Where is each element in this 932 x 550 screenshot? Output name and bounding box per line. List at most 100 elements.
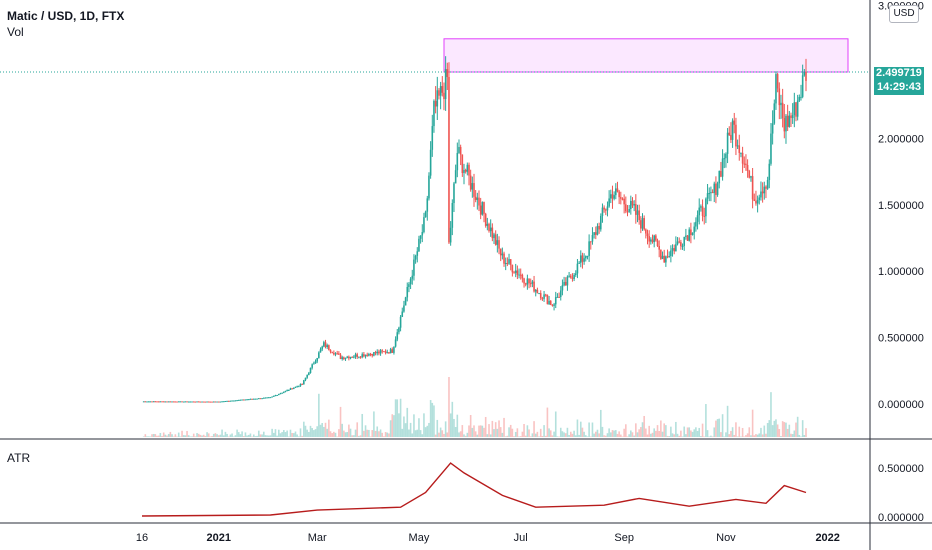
volume-bar [554, 411, 557, 437]
candle-body [454, 170, 457, 184]
candle-body [288, 389, 290, 391]
volume-bar [484, 416, 487, 437]
resistance-zone[interactable] [443, 38, 849, 73]
candle-body [164, 401, 167, 403]
volume-bar [569, 431, 572, 437]
volume-bar [758, 433, 761, 437]
volume-bar [711, 436, 714, 437]
volume-bar [413, 414, 415, 437]
volume-bar [149, 436, 152, 437]
volume-bar [171, 434, 173, 437]
candle-body [338, 353, 340, 355]
candle-body [501, 253, 504, 256]
candle-body [599, 215, 602, 230]
candle-body [493, 234, 495, 239]
volume-bar [451, 401, 454, 437]
volume-bar [202, 434, 205, 437]
candle-body [483, 202, 485, 214]
volume-bar [378, 431, 380, 437]
volume-bar [693, 429, 696, 437]
candle-body [773, 103, 776, 124]
candle-body [189, 401, 192, 403]
candle-body [504, 263, 507, 265]
volume-bar [204, 435, 207, 437]
volume-bar [710, 435, 712, 437]
volume-bar [656, 425, 659, 437]
volume-bar [726, 405, 729, 437]
volume-bar [594, 431, 597, 437]
volume-bars [142, 377, 807, 437]
candle-body [381, 350, 384, 352]
candle-body [526, 278, 529, 285]
candle-body [456, 152, 459, 171]
volume-bar [489, 434, 492, 437]
volume-bar [197, 433, 200, 437]
volume-bar [256, 435, 258, 437]
volume-bar [790, 433, 792, 437]
candle-body [207, 401, 210, 403]
candle-body [678, 241, 681, 243]
volume-bar [214, 433, 217, 437]
candle-body [167, 401, 170, 403]
candle-body [364, 354, 367, 357]
price-tick-label: 0.500000 [878, 333, 924, 345]
candle-body [730, 134, 732, 140]
volume-bar [516, 428, 519, 437]
candle-body [761, 191, 764, 194]
candle-body [311, 364, 313, 368]
candle-body [303, 380, 305, 385]
candle-body [523, 278, 525, 284]
candle-body [748, 170, 751, 178]
candle-body [686, 235, 689, 241]
candle-body [319, 349, 322, 353]
candle-body [768, 163, 771, 181]
currency-button[interactable]: USD [889, 5, 919, 23]
volume-bar [274, 429, 277, 437]
candle-body [448, 77, 450, 243]
volume-bar [426, 425, 429, 437]
volume-bar [424, 427, 427, 437]
volume-bar [368, 429, 370, 437]
volume-bar [371, 430, 374, 437]
candle-body [348, 356, 350, 359]
candle-body [666, 256, 669, 258]
volume-bar [338, 429, 340, 437]
volume-bar [192, 433, 195, 437]
atr-tick-label: 0.500000 [878, 463, 924, 475]
candle-body [621, 198, 624, 200]
candle-body [646, 233, 649, 237]
time-tick-label: 2022 [815, 532, 839, 544]
volume-bar [750, 435, 752, 437]
time-axis[interactable]: 16 2021 Mar May Jul Sep Nov 2022 [136, 532, 840, 544]
candle-body [149, 401, 152, 403]
time-tick-label: Jul [514, 532, 528, 544]
candle-body [461, 154, 464, 174]
volume-bar [281, 432, 283, 437]
volume-bar [735, 422, 737, 437]
volume-bar [586, 436, 589, 437]
volume-bar [743, 436, 746, 437]
candle-body [466, 164, 469, 172]
volume-bar [217, 435, 220, 437]
volume-bar [655, 430, 657, 437]
volume-bar [189, 436, 192, 437]
price-axis[interactable]: 0.000000 0.500000 1.000000 1.500000 2.000000… [878, 1, 924, 411]
volume-bar [267, 435, 270, 437]
candle-body [751, 176, 754, 200]
volume-bar [701, 423, 704, 437]
volume-bar [363, 430, 365, 437]
volume-bar [621, 436, 624, 437]
candle-body [384, 351, 387, 353]
candle-body [271, 396, 273, 398]
candle-body [428, 175, 430, 199]
candle-body [349, 356, 352, 359]
candle-body [438, 90, 440, 96]
volume-bar [298, 436, 300, 437]
volume-bar [763, 425, 766, 437]
candle-body [286, 390, 288, 392]
volume-bar [351, 435, 354, 437]
volume-bar [369, 436, 372, 437]
candle-body [166, 401, 168, 403]
volume-bar [374, 430, 377, 437]
volume-bar [386, 432, 389, 437]
